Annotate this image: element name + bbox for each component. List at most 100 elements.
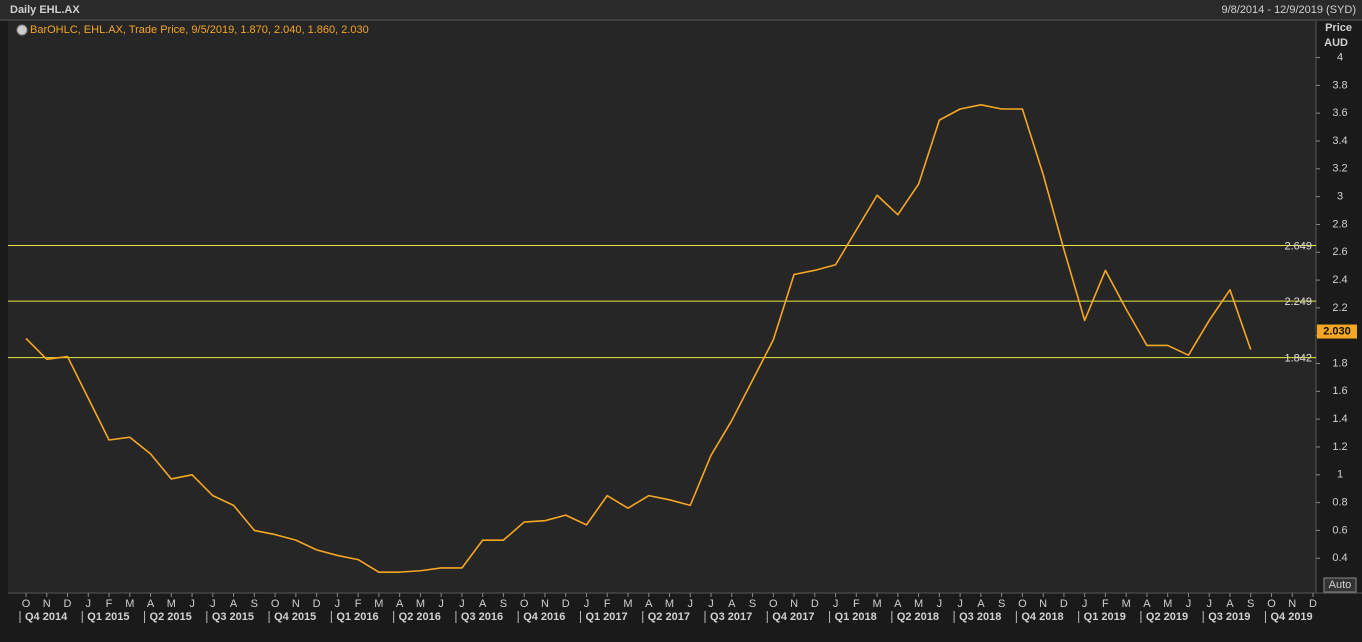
reference-label: 1.842: [1284, 353, 1312, 365]
x-tick-label: J: [708, 598, 714, 610]
y-tick-label: 2.4: [1332, 274, 1347, 286]
x-tick-label: J: [86, 598, 92, 610]
x-tick-label: A: [147, 598, 155, 610]
quarter-label: Q4 2017: [772, 611, 814, 623]
y-tick-label: 3.2: [1332, 163, 1347, 175]
x-tick-label: F: [853, 598, 860, 610]
legend-icon[interactable]: [16, 24, 28, 36]
x-tick-label: D: [562, 598, 570, 610]
x-tick-label: S: [749, 598, 756, 610]
x-tick-label: J: [189, 598, 195, 610]
x-tick-label: A: [1143, 598, 1151, 610]
y-tick-label: 1.2: [1332, 441, 1347, 453]
x-tick-label: M: [125, 598, 134, 610]
quarter-label: Q3 2015: [212, 611, 254, 623]
y-tick-label: 2.6: [1332, 246, 1347, 258]
plot-area: [8, 20, 1316, 593]
quarter-label: Q2 2016: [399, 611, 441, 623]
x-tick-label: J: [438, 598, 444, 610]
x-tick-label: S: [1247, 598, 1254, 610]
x-tick-label: F: [604, 598, 611, 610]
scale-button-label[interactable]: Auto: [1329, 579, 1352, 591]
y-tick-label: 1: [1337, 469, 1343, 481]
quarter-label: Q1 2018: [835, 611, 877, 623]
quarter-label: Q4 2014: [25, 611, 68, 623]
x-tick-label: N: [1288, 598, 1296, 610]
quarter-label: Q3 2016: [461, 611, 503, 623]
quarter-label: Q2 2019: [1146, 611, 1188, 623]
x-tick-label: F: [355, 598, 362, 610]
quarter-label: Q1 2019: [1084, 611, 1126, 623]
x-tick-label: J: [688, 598, 694, 610]
x-tick-label: J: [833, 598, 839, 610]
y-tick-label: 1.8: [1332, 357, 1347, 369]
quarter-label: Q2 2015: [150, 611, 192, 623]
quarter-label: Q4 2019: [1270, 611, 1312, 623]
x-tick-label: J: [937, 598, 943, 610]
x-tick-label: J: [210, 598, 216, 610]
x-tick-label: O: [22, 598, 31, 610]
x-tick-label: A: [230, 598, 238, 610]
y-axis-label: Price: [1325, 22, 1352, 34]
x-tick-label: J: [584, 598, 590, 610]
y-tick-label: 3.4: [1332, 135, 1347, 147]
x-tick-label: D: [1309, 598, 1317, 610]
scale-button[interactable]: [1323, 577, 1357, 593]
x-tick-label: A: [1226, 598, 1234, 610]
y-tick-label: 1.4: [1332, 413, 1347, 425]
x-tick-label: S: [251, 598, 258, 610]
quarter-label: Q2 2018: [897, 611, 939, 623]
x-tick-label: S: [998, 598, 1005, 610]
reference-label: 2.649: [1284, 240, 1312, 252]
reference-label: 2.249: [1284, 296, 1312, 308]
x-tick-label: A: [479, 598, 487, 610]
last-price-label: 2.030: [1323, 325, 1351, 337]
quarter-label: Q3 2017: [710, 611, 752, 623]
y-tick-label: 2.2: [1332, 302, 1347, 314]
x-tick-label: M: [1122, 598, 1131, 610]
x-tick-label: N: [541, 598, 549, 610]
x-tick-label: S: [500, 598, 507, 610]
x-tick-label: A: [645, 598, 653, 610]
x-tick-label: O: [1018, 598, 1027, 610]
x-tick-label: D: [64, 598, 72, 610]
x-tick-label: N: [292, 598, 300, 610]
y-tick-label: 0.4: [1332, 552, 1347, 564]
x-tick-label: N: [1039, 598, 1047, 610]
quarter-label: Q1 2015: [87, 611, 129, 623]
x-tick-label: J: [459, 598, 465, 610]
x-tick-label: J: [1082, 598, 1088, 610]
quarter-label: Q4 2015: [274, 611, 316, 623]
quarter-label: Q2 2017: [648, 611, 690, 623]
y-tick-label: 2.8: [1332, 218, 1347, 230]
price-line: [25, 104, 1252, 573]
x-tick-label: O: [271, 598, 280, 610]
x-tick-label: A: [728, 598, 736, 610]
last-price-box: [1317, 324, 1357, 339]
x-tick-label: O: [769, 598, 778, 610]
x-tick-label: M: [665, 598, 674, 610]
x-tick-label: N: [43, 598, 51, 610]
x-tick-label: J: [335, 598, 341, 610]
x-tick-label: M: [1163, 598, 1172, 610]
y-tick-label: 3: [1337, 191, 1343, 203]
y-axis-unit: AUD: [1324, 37, 1348, 49]
x-tick-label: A: [894, 598, 902, 610]
x-tick-label: N: [790, 598, 798, 610]
y-tick-label: 0.6: [1332, 524, 1347, 536]
x-tick-label: D: [811, 598, 819, 610]
x-tick-label: O: [1267, 598, 1276, 610]
date-range: 9/8/2014 - 12/9/2019 (SYD): [1221, 4, 1356, 16]
header-bar: [0, 0, 1362, 20]
quarter-label: Q3 2018: [959, 611, 1001, 623]
chart-title: Daily EHL.AX: [10, 4, 80, 16]
x-tick-label: D: [1060, 598, 1068, 610]
x-tick-label: M: [623, 598, 632, 610]
x-tick-label: O: [520, 598, 529, 610]
x-tick-label: D: [313, 598, 321, 610]
y-tick-label: 0.8: [1332, 497, 1347, 509]
y-tick-label: 1.6: [1332, 385, 1347, 397]
x-tick-label: M: [416, 598, 425, 610]
x-tick-label: M: [872, 598, 881, 610]
